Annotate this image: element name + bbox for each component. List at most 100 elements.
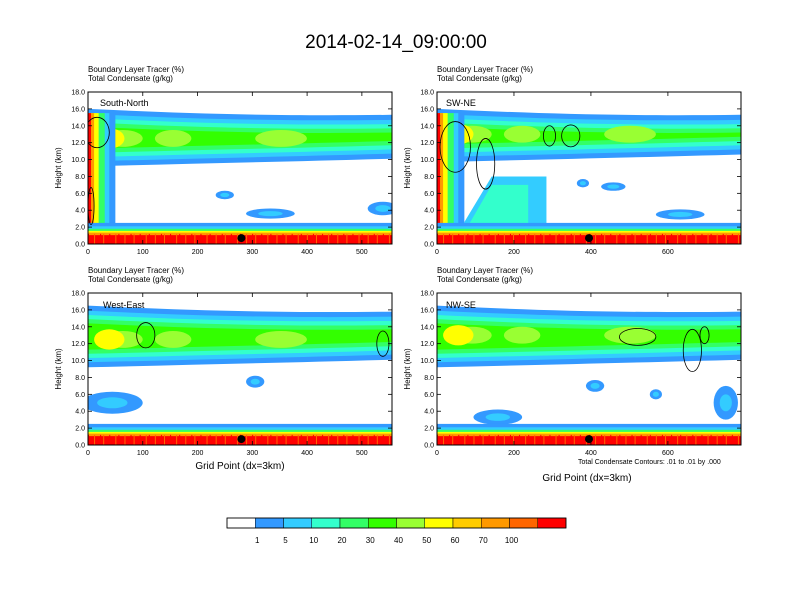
boundary-layer-streak bbox=[252, 434, 254, 445]
mid-level-patch bbox=[668, 211, 693, 217]
contour-note: Total Condensate Contours: .01 to .01 by… bbox=[578, 459, 721, 466]
boundary-layer-streak bbox=[573, 233, 575, 244]
upper-core-blob bbox=[154, 331, 192, 348]
x-tick-label: 100 bbox=[137, 249, 149, 256]
boundary-layer-streak bbox=[343, 233, 345, 244]
heatmap-field bbox=[437, 293, 741, 445]
boundary-layer-streak bbox=[725, 434, 727, 445]
boundary-layer-streak bbox=[115, 434, 117, 445]
panel-nw-se: Boundary Layer Tracer (%)Total Condensat… bbox=[403, 266, 742, 484]
x-tick-label: 400 bbox=[301, 249, 313, 256]
boundary-layer-streak bbox=[352, 233, 354, 244]
boundary-layer-streak bbox=[282, 434, 284, 445]
condensate-contour bbox=[88, 116, 110, 149]
heatmap-field bbox=[88, 92, 392, 244]
panel-subtitle: Boundary Layer Tracer (%) bbox=[88, 266, 184, 275]
boundary-layer-streak bbox=[488, 434, 490, 445]
boundary-layer-streak bbox=[154, 233, 156, 244]
x-tick-label: 400 bbox=[585, 450, 597, 457]
boundary-layer-streak bbox=[543, 233, 545, 244]
colorbar-swatch bbox=[368, 517, 397, 529]
boundary-layer-streak bbox=[707, 233, 709, 244]
boundary-layer-streak bbox=[503, 434, 505, 445]
plot-frame bbox=[436, 91, 742, 245]
boundary-layer-streak bbox=[179, 233, 181, 244]
boundary-layer-streak bbox=[118, 434, 120, 445]
y-tick-label: 12.0 bbox=[71, 341, 85, 348]
upper-core-blob bbox=[604, 326, 656, 344]
boundary-layer-streak bbox=[221, 434, 223, 445]
colorbar-swatch bbox=[255, 517, 284, 529]
boundary-layer-streak bbox=[494, 233, 496, 244]
boundary-layer-streak bbox=[649, 233, 651, 244]
y-tick-label: 4.0 bbox=[424, 208, 434, 215]
y-tick-label: 6.0 bbox=[424, 191, 434, 198]
mid-level-patch bbox=[652, 391, 659, 397]
colorbar-label: 30 bbox=[366, 536, 375, 545]
y-tick-label: 10.0 bbox=[420, 157, 434, 164]
boundary-layer-streak bbox=[367, 434, 369, 445]
boundary-layer-streak bbox=[449, 233, 451, 244]
y-axis-label: Height (km) bbox=[403, 147, 412, 189]
boundary-layer-streak bbox=[109, 434, 111, 445]
boundary-layer-streak bbox=[361, 434, 363, 445]
boundary-layer-streak bbox=[710, 233, 712, 244]
boundary-layer-streak bbox=[252, 233, 254, 244]
colorbar-swatch bbox=[509, 517, 538, 529]
y-axis-label: Height (km) bbox=[54, 147, 63, 189]
boundary-layer-streak bbox=[130, 434, 132, 445]
x-tick-label: 0 bbox=[435, 249, 439, 256]
boundary-layer-streak bbox=[473, 434, 475, 445]
boundary-layer-streak bbox=[267, 233, 269, 244]
y-tick-label: 2.0 bbox=[75, 426, 85, 433]
upper-core-blob bbox=[443, 325, 474, 346]
boundary-layer-streak bbox=[543, 434, 545, 445]
boundary-layer-streak bbox=[109, 233, 111, 244]
boundary-layer-streak bbox=[209, 233, 211, 244]
boundary-layer-streak bbox=[503, 233, 505, 244]
colorbar-frame bbox=[226, 517, 567, 529]
colorbar-label: 20 bbox=[338, 536, 347, 545]
panel-label: South-North bbox=[100, 98, 149, 108]
boundary-layer-streak bbox=[209, 434, 211, 445]
mid-level-patch bbox=[220, 192, 230, 198]
x-tick-label: 500 bbox=[356, 249, 368, 256]
boundary-layer-streak bbox=[564, 233, 566, 244]
boundary-layer-streak bbox=[631, 434, 633, 445]
boundary-layer-streak bbox=[619, 233, 621, 244]
boundary-layer-streak bbox=[191, 434, 193, 445]
panel-subtitle: Total Condensate (g/kg) bbox=[88, 74, 173, 83]
boundary-layer-streak bbox=[337, 233, 339, 244]
boundary-layer-streak bbox=[458, 434, 460, 445]
panel-subtitle: Boundary Layer Tracer (%) bbox=[437, 65, 533, 74]
boundary-layer-streak bbox=[482, 233, 484, 244]
boundary-layer-streak bbox=[737, 434, 739, 445]
boundary-layer-streak bbox=[164, 434, 165, 445]
boundary-layer-streak bbox=[692, 434, 694, 445]
boundary-layer-streak bbox=[716, 233, 718, 244]
boundary-layer-streak bbox=[443, 434, 445, 445]
boundary-layer-streak bbox=[331, 233, 333, 244]
y-tick-label: 14.0 bbox=[420, 123, 434, 130]
boundary-layer-streak bbox=[215, 233, 217, 244]
condensate-contour bbox=[136, 322, 156, 349]
boundary-layer-streak bbox=[337, 434, 339, 445]
boundary-layer-streak bbox=[322, 233, 324, 244]
y-tick-label: 14.0 bbox=[71, 324, 85, 331]
boundary-layer-streak bbox=[328, 434, 330, 445]
boundary-layer-streak bbox=[224, 434, 226, 445]
y-tick-label: 6.0 bbox=[75, 392, 85, 399]
boundary-layer-streak bbox=[482, 434, 484, 445]
boundary-layer-streak bbox=[170, 434, 172, 445]
boundary-layer-streak bbox=[316, 434, 317, 445]
upper-core-blob bbox=[255, 130, 307, 147]
boundary-layer-streak bbox=[467, 233, 469, 244]
boundary-layer-streak bbox=[497, 233, 499, 244]
x-tick-label: 600 bbox=[662, 450, 674, 457]
plot-frame bbox=[87, 91, 393, 245]
boundary-layer-streak bbox=[525, 434, 527, 445]
boundary-layer-streak bbox=[300, 233, 302, 244]
panel-south-north: Boundary Layer Tracer (%)Total Condensat… bbox=[54, 65, 393, 256]
boundary-layer-streak bbox=[610, 233, 612, 244]
slanted-plume bbox=[467, 184, 529, 228]
